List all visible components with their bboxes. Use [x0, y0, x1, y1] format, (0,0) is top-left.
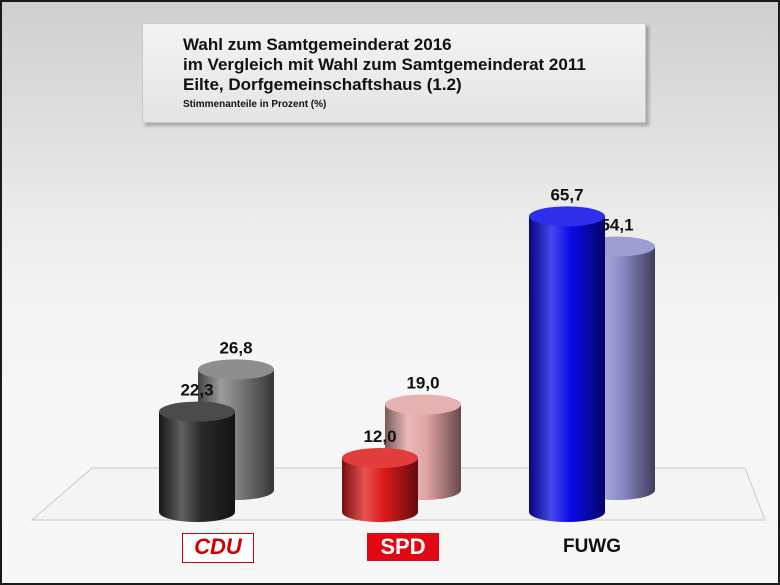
bar-2011-fuwg-value-label: 54,1: [600, 216, 633, 235]
bar-2016-cdu-top: [159, 401, 235, 422]
bar-2016-spd-top: [342, 448, 418, 468]
chart-title: Wahl zum Samtgemeinderat 2016: [183, 35, 452, 54]
bar-2016-fuwg-value-label: 65,7: [550, 185, 583, 204]
bar-2011-spd-value-label: 19,0: [406, 374, 439, 393]
bar-2016-cdu-body: [159, 411, 235, 522]
category-label-spd: SPD: [367, 533, 439, 561]
bar-2016-fuwg-body: [529, 216, 605, 522]
category-label-cdu: CDU: [182, 533, 254, 563]
bars-group: 26,8 19,0 54,1 22,3 12,0 65,7: [159, 185, 655, 522]
category-label-fuwg: FUWG: [562, 536, 622, 557]
bar-2016-fuwg: 65,7: [529, 185, 605, 522]
chart-subtitle: Stimmenanteile in Prozent (%): [183, 99, 327, 110]
chart-title-line-3: Eilte, Dorfgemeinschaftshaus (1.2): [183, 75, 462, 94]
bar-2011-spd-top: [385, 394, 461, 415]
chart-title-line-2: im Vergleich mit Wahl zum Samtgemeindera…: [183, 55, 586, 74]
bar-2016-cdu: 22,3: [159, 381, 235, 522]
bar-2016-spd-value-label: 12,0: [363, 427, 396, 446]
bar-2016-spd-body: [342, 458, 418, 522]
bar-2011-cdu-value-label: 26,8: [219, 338, 252, 357]
bar-2016-spd: 12,0: [342, 427, 418, 522]
title-box: Wahl zum Samtgemeinderat 2016 im Verglei…: [142, 23, 646, 123]
bar-2011-cdu-top: [198, 359, 274, 380]
bar-2016-fuwg-top: [529, 206, 605, 227]
bar-2016-cdu-value-label: 22,3: [180, 381, 213, 400]
